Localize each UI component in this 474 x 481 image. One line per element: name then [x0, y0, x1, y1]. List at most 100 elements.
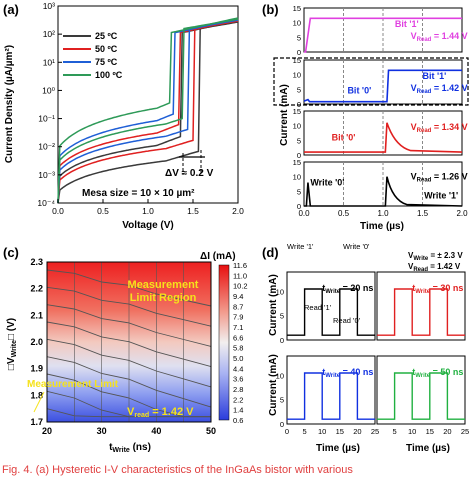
- panel-d-xtick-label: 5: [393, 427, 397, 436]
- panel-b-ytick-label: 0: [297, 202, 301, 211]
- panel-d-subplot-axes: [376, 271, 466, 341]
- colorbar-tick-label: 1.4: [233, 406, 243, 415]
- panel-c-axes: [46, 261, 212, 423]
- panel-b-ytick-label: 10: [293, 19, 301, 28]
- colorbar-tick-label: 9.4: [233, 292, 243, 301]
- panel-a-ytick-label: 10⁻⁴: [37, 198, 55, 208]
- panel-d-xtick-label: 15: [336, 427, 344, 436]
- panel-a: (a) 0.0 0.5 1.0 1.5 2.0 10⁻⁴ 10⁻³ 10⁻² 10⁻¹ 10⁰ 10…: [3, 1, 244, 231]
- panel-c-xlabel: tWrite (ns): [109, 442, 151, 454]
- panel-d-xtick-label: 5: [303, 427, 307, 436]
- panel-a-ytick-label: 10⁰: [42, 85, 55, 95]
- figure-caption: Fig. 4. (a) Hysteretic I-V characteristi…: [2, 464, 353, 476]
- panel-c-xtick-label: 30: [97, 426, 107, 436]
- panel-d-ytick-label: 10: [276, 287, 284, 296]
- colorbar-tick-label: 3.6: [233, 375, 243, 384]
- panel-a-ytick-label: 10¹: [43, 57, 55, 67]
- colorbar-tick-label: 5.0: [233, 354, 243, 363]
- panel-b-ylabel: Current (mA): [279, 84, 290, 146]
- panel-b-transient-trace: [303, 69, 462, 103]
- panel-a-ytick-label: 10³: [43, 1, 55, 11]
- panel-b-vread-label: VRead = 1.34 V: [411, 122, 468, 134]
- iv-curve-sweep-down: [57, 17, 239, 204]
- write-0-marker: Write '0': [343, 242, 370, 251]
- panel-c-label: (c): [3, 245, 19, 260]
- panel-d-ylabel-bottom: Current (mA): [268, 354, 279, 416]
- colorbar-tick-label: 2.8: [233, 385, 243, 394]
- panel-a-xlabel: Voltage (V): [122, 220, 173, 231]
- panel-b-ytick-label: 15: [293, 4, 301, 13]
- panel-d-ytick-label: 10: [276, 371, 284, 380]
- panel-d-subplot-axes: [286, 355, 376, 425]
- panel-b-ytick-label: 0: [297, 151, 301, 160]
- colorbar-tick-label: 0.6: [233, 416, 243, 425]
- panel-a-ytick-label: 10⁻²: [38, 142, 55, 152]
- panel-b-ytick-label: 10: [293, 173, 301, 182]
- write-1-marker: Write '1': [287, 242, 314, 251]
- panel-b-ytick-label: 5: [297, 136, 301, 145]
- panel-b-vread-label: VRead = 1.42 V: [411, 83, 468, 95]
- measurement-limit-label: Measurement Limit: [27, 379, 119, 390]
- panel-d-xlabel-left: Time (µs): [316, 443, 360, 454]
- colorbar-tick-label: 6.6: [233, 333, 243, 342]
- panel-d-xtick-label: 15: [426, 427, 434, 436]
- panel-d-twrite-label: tWrite = 20 ns: [322, 283, 373, 295]
- panel-d-label: (d): [262, 245, 279, 260]
- panel-c-ytick-label: 2.3: [30, 257, 43, 267]
- panel-b-ytick-label: 10: [293, 122, 301, 131]
- legend-label: 25 ºC: [95, 31, 118, 41]
- panel-b-highlight-box: [273, 57, 469, 106]
- panel-c-ytick-label: 2.1: [30, 310, 43, 320]
- colorbar-tick-label: 11.0: [233, 271, 247, 280]
- panel-c-ytick-label: 1.8: [30, 390, 43, 400]
- panel-a-xtick-label: 0.5: [97, 206, 109, 216]
- heatmap-title: ΔI (mA): [200, 251, 236, 262]
- panel-b-ytick-label: 0: [297, 48, 301, 57]
- panel-a-ytick-label: 10²: [43, 29, 55, 39]
- panel-d-vread-condition: VRead = 1.42 V: [408, 262, 461, 273]
- panel-c-xtick-label: 40: [151, 426, 161, 436]
- panel-c: (c) 20 30 40 50 1.7 1.8 1.9 2.0 2.1 2.2 2.3 ΔI (mA…: [3, 245, 248, 454]
- measurement-limit-region-label-2: Limit Region: [130, 292, 197, 304]
- legend-label: 100 ºC: [95, 70, 123, 80]
- panel-b-xtick-label: 1.0: [377, 209, 389, 218]
- panel-b-ytick-label: 15: [293, 158, 301, 167]
- panel-b-xtick-label: 1.5: [417, 209, 429, 218]
- panel-d-xtick-label: 25: [461, 427, 469, 436]
- panel-b-ytick-label: 5: [297, 33, 301, 42]
- measurement-limit-pointer: [33, 391, 45, 413]
- panel-a-ytick-label: 10⁻¹: [38, 114, 55, 124]
- panel-b-bit-label: Write '0': [310, 177, 344, 187]
- panel-c-ytick-label: 1.7: [30, 417, 43, 427]
- panel-d-xtick-label: 25: [371, 427, 379, 436]
- panel-b-transient-trace: [304, 122, 463, 153]
- panel-b-bit-label: Bit '0': [347, 86, 371, 96]
- panel-b-xtick-label: 0.0: [298, 209, 310, 218]
- panel-d-pulse-trace: [377, 372, 465, 420]
- panel-d: (d) 0 5 10 tWrite = 20 ns tWrite = 30 ns 0 5 10…: [262, 242, 469, 454]
- panel-d-subplot-axes: [286, 271, 376, 341]
- panel-d-vwrite-condition: VWrite = ± 2.3 V: [408, 251, 463, 262]
- panel-d-ytick-label: 5: [280, 396, 284, 405]
- panel-b-xlabel: Time (µs): [360, 221, 404, 232]
- legend-label: 50 ºC: [95, 44, 118, 54]
- panel-d-xtick-label: 0: [285, 427, 289, 436]
- panel-b-bit-label: Bit '1': [395, 19, 419, 29]
- panel-b-ytick-label: 5: [297, 85, 301, 94]
- mesa-size-annotation: Mesa size = 10 × 10 µm²: [82, 188, 195, 199]
- panel-c-xtick-label: 50: [206, 426, 216, 436]
- colorbar: [218, 264, 230, 421]
- panel-d-xtick-label: 10: [318, 427, 326, 436]
- panel-d-ylabel-top: Current (mA): [268, 274, 279, 336]
- read-0-marker: Read '0': [333, 316, 361, 325]
- panel-b-vread-label: VRead = 1.26 V: [411, 172, 468, 184]
- colorbar-tick-label: 8.7: [233, 302, 243, 311]
- colorbar-tick-label: 7.1: [233, 323, 243, 332]
- panel-a-ytick-label: 10⁻³: [38, 170, 55, 180]
- panel-a-xtick-label: 2.0: [232, 206, 244, 216]
- panel-a-xtick-label: 1.0: [142, 206, 154, 216]
- panel-d-subplot-axes: [376, 355, 466, 425]
- panel-b-vread-label: VRead = 1.44 V: [411, 31, 468, 43]
- panel-a-legend: 25 ºC 50 ºC 75 ºC 100 ºC: [63, 31, 123, 80]
